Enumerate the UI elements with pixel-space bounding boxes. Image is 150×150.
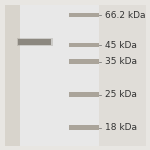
Bar	[0, 0, 150, 4]
Bar	[69, 125, 99, 130]
Bar	[0, 146, 150, 150]
Text: 35 kDa: 35 kDa	[105, 57, 137, 66]
Bar	[0, 0, 20, 150]
Bar	[99, 0, 150, 150]
Text: 25 kDa: 25 kDa	[105, 90, 137, 99]
Bar	[69, 59, 99, 64]
Bar	[69, 43, 99, 47]
Bar	[18, 39, 51, 45]
Bar	[16, 38, 52, 46]
Bar	[69, 92, 99, 97]
Text: 45 kDa: 45 kDa	[105, 40, 137, 50]
Text: 18 kDa: 18 kDa	[105, 123, 137, 132]
Bar	[146, 0, 150, 150]
Bar	[0, 0, 4, 150]
Text: 66.2 kDa: 66.2 kDa	[105, 11, 146, 20]
Bar	[69, 13, 99, 17]
